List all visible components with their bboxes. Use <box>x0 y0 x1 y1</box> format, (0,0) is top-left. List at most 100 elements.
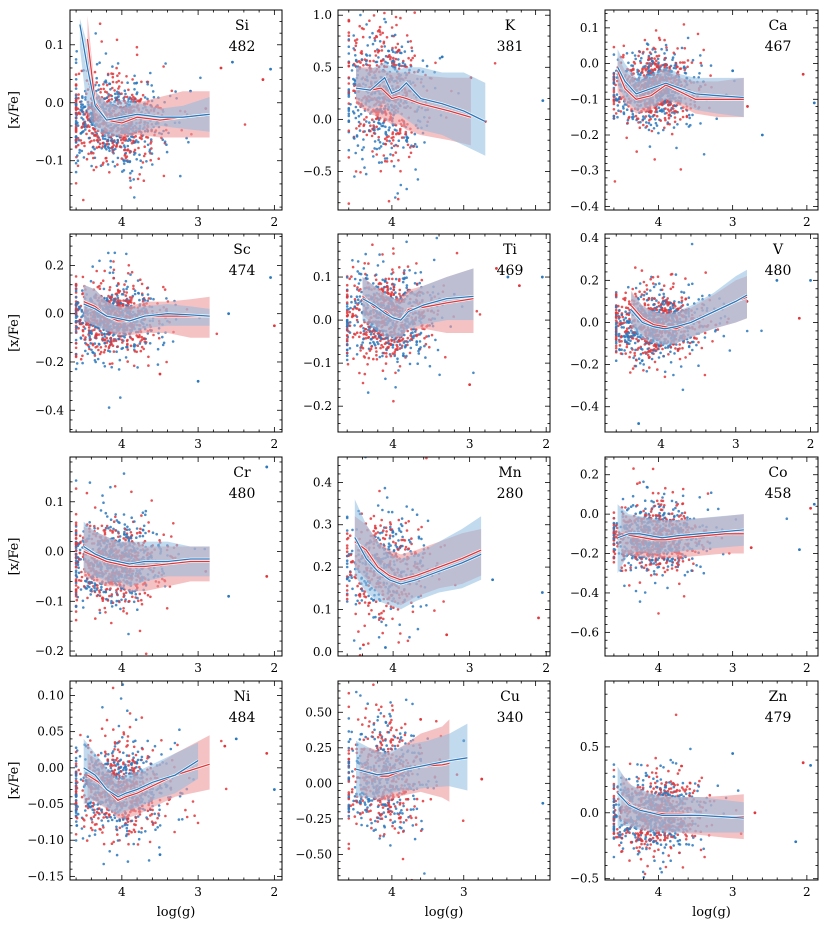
red-point <box>371 336 375 339</box>
red-point <box>380 343 383 347</box>
red-point <box>386 55 390 59</box>
red-point <box>125 291 129 294</box>
blue-point <box>654 50 657 54</box>
blue-point <box>74 61 78 64</box>
blue-point <box>109 88 112 91</box>
red-point <box>80 126 83 129</box>
blue-point <box>82 227 85 230</box>
outlier-point <box>158 372 162 376</box>
red-point <box>109 94 112 97</box>
blue-point <box>345 342 349 346</box>
blue-point <box>356 260 360 263</box>
red-point <box>114 292 118 296</box>
blue-point <box>133 74 136 78</box>
blue-point <box>657 131 660 135</box>
red-point <box>649 64 653 67</box>
blue-point <box>144 342 147 345</box>
blue-point <box>84 349 87 353</box>
outlier-point <box>731 69 735 73</box>
blue-point <box>347 52 351 55</box>
blue-point <box>377 121 380 125</box>
blue-point <box>625 52 629 55</box>
red-point <box>98 22 102 26</box>
red-point <box>372 131 376 135</box>
red-point <box>381 290 385 293</box>
red-point <box>140 282 144 286</box>
red-point <box>660 64 663 67</box>
red-point <box>625 136 628 140</box>
plot-area <box>347 11 545 205</box>
red-point <box>632 60 636 64</box>
red-point <box>361 381 365 385</box>
blue-point <box>386 61 389 65</box>
red-point <box>74 346 78 350</box>
blue-point <box>90 348 93 352</box>
blue-point <box>663 52 666 55</box>
red-point <box>126 272 130 275</box>
blue-point <box>348 347 352 350</box>
red-point <box>74 312 78 316</box>
red-point <box>79 357 83 361</box>
blue-point <box>406 340 409 344</box>
blue-point <box>377 56 380 59</box>
red-point <box>127 302 130 306</box>
blue-median-line <box>362 295 474 321</box>
red-point <box>120 338 124 342</box>
blue-point <box>358 295 362 298</box>
x-tick-label: 2 <box>803 215 811 229</box>
red-point <box>82 325 85 329</box>
blue-point <box>715 117 718 120</box>
blue-point <box>438 56 442 60</box>
blue-point <box>359 112 363 116</box>
red-point <box>678 67 682 71</box>
blue-point <box>74 112 78 116</box>
red-point <box>77 96 80 100</box>
red-point <box>376 51 380 54</box>
blue-point <box>631 51 634 55</box>
red-point <box>637 121 640 124</box>
blue-point <box>131 135 134 139</box>
blue-point <box>612 93 616 96</box>
red-point <box>365 133 369 137</box>
red-point <box>425 335 428 338</box>
blue-point <box>80 149 84 153</box>
blue-point <box>133 82 136 85</box>
red-point <box>132 139 135 143</box>
red-point <box>642 50 645 54</box>
blue-point <box>133 88 136 91</box>
blue-point <box>103 335 107 338</box>
blue-point <box>612 76 616 79</box>
red-point <box>106 72 110 76</box>
red-point <box>357 60 361 63</box>
blue-point <box>385 348 388 352</box>
red-point <box>373 49 377 53</box>
red-point <box>645 125 649 128</box>
red-point <box>696 32 700 36</box>
blue-point <box>687 113 691 117</box>
blue-confidence-band <box>362 268 474 338</box>
red-point <box>652 61 656 65</box>
red-point <box>132 287 135 291</box>
blue-point <box>384 125 387 129</box>
blue-point <box>413 282 417 285</box>
y-tick-label: −0.2 <box>35 355 64 369</box>
element-count: 381 <box>497 39 524 55</box>
red-point <box>74 145 78 149</box>
red-point <box>372 59 375 63</box>
blue-point <box>616 104 620 107</box>
blue-point <box>127 137 131 141</box>
red-point <box>383 159 387 163</box>
element-count: 482 <box>229 39 256 55</box>
blue-point <box>375 60 379 64</box>
red-point <box>118 85 121 88</box>
y-tick-label: −0.3 <box>570 164 599 178</box>
blue-point <box>107 93 110 96</box>
blue-point <box>425 64 429 68</box>
red-point <box>143 145 146 148</box>
blue-point <box>371 31 374 35</box>
blue-point <box>347 119 351 122</box>
blue-point <box>361 341 365 344</box>
y-tick-label: −0.4 <box>35 403 65 417</box>
red-point <box>404 130 408 134</box>
blue-point <box>354 59 358 63</box>
